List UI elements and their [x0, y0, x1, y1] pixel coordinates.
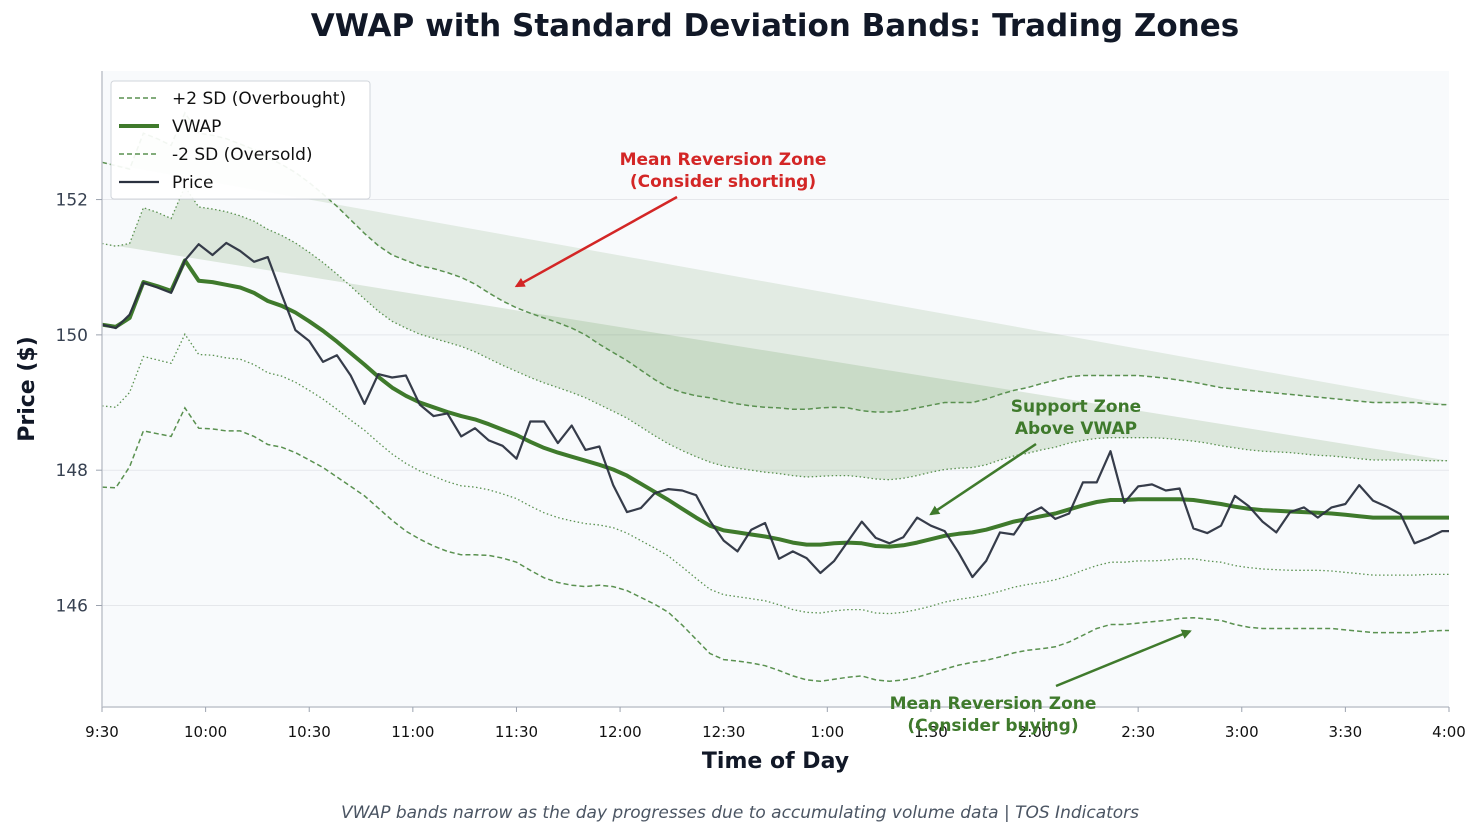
upper-2sd-line — [101, 111, 1449, 413]
y-tick-label: 150 — [56, 326, 88, 346]
y-tick-label: 152 — [56, 191, 88, 211]
y-tick-label: 146 — [56, 597, 88, 617]
legend-label: +2 SD (Overbought) — [172, 89, 346, 109]
inner-band-fill — [102, 186, 1449, 480]
x-tick-label: 1:00 — [810, 723, 844, 741]
x-tick-label: 2:00 — [1018, 723, 1052, 741]
annotation-arrow — [1055, 629, 1192, 688]
chart-title: VWAP with Standard Deviation Bands: Trad… — [310, 8, 1240, 44]
y-tick-label: 148 — [56, 461, 88, 481]
y-axis-label: Price ($) — [15, 336, 40, 442]
x-tick-label: 12:30 — [702, 723, 745, 741]
x-tick-label: 3:30 — [1329, 723, 1363, 741]
annotation-text: Mean Reversion Zone — [620, 150, 827, 170]
x-tick-label: 11:30 — [495, 723, 538, 741]
annotation-text: Above VWAP — [1015, 419, 1137, 439]
upper-1sd-line — [101, 185, 1449, 481]
annotation-text: (Consider buying) — [907, 716, 1078, 736]
annotation-arrow — [929, 442, 1037, 516]
x-tick-label: 2:30 — [1121, 723, 1155, 741]
footnote: VWAP bands narrow as the day progresses … — [340, 803, 1140, 823]
annotation-text: Support Zone — [1011, 397, 1141, 417]
price-line — [101, 241, 1449, 579]
lower-2sd-line — [101, 406, 1449, 683]
legend-label: -2 SD (Oversold) — [172, 145, 313, 165]
annotation-text: (Consider shorting) — [630, 172, 816, 192]
x-tick-label: 4:00 — [1432, 723, 1466, 741]
legend-label: Price — [172, 173, 213, 193]
legend-box — [110, 80, 371, 200]
x-tick-label: 11:00 — [391, 723, 434, 741]
x-tick-label: 1:30 — [914, 723, 948, 741]
annotations: Mean Reversion Zone(Consider shorting)Su… — [514, 150, 1192, 736]
annotation-arrow — [514, 195, 678, 288]
x-tick-label: 9:30 — [85, 723, 119, 741]
x-axis-label: Time of Day — [702, 749, 849, 774]
legend: +2 SD (Overbought) VWAP -2 SD (Oversold) Pr… — [110, 80, 371, 200]
legend-label: VWAP — [172, 117, 221, 137]
x-tick-label: 10:30 — [288, 723, 331, 741]
x-tick-label: 12:00 — [598, 723, 641, 741]
series-lines — [101, 241, 1449, 579]
annotation-text: Mean Reversion Zone — [890, 694, 1097, 714]
x-tick-label: 10:00 — [184, 723, 227, 741]
axes: 146 148 150 152 9:30 10:00 10:30 11:00 11:30 12:0… — [15, 71, 1466, 774]
grid-lines — [102, 199, 1449, 607]
x-tick-label: 3:00 — [1225, 723, 1259, 741]
